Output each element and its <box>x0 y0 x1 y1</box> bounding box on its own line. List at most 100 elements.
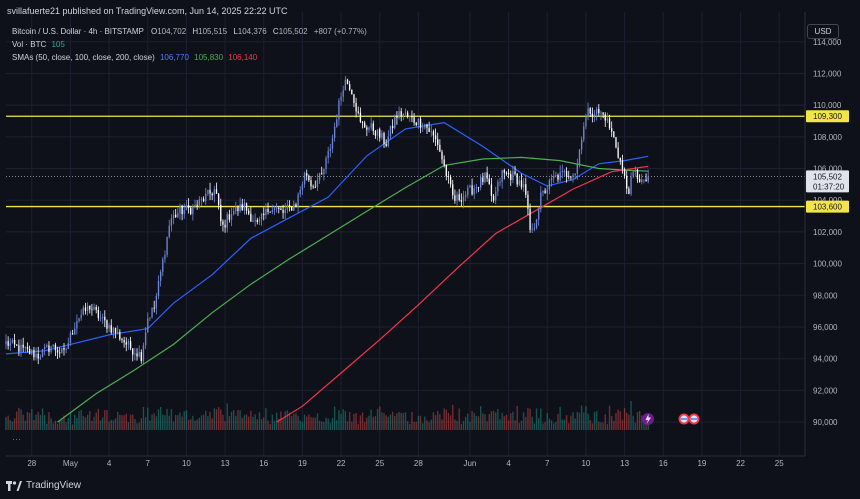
candle-body <box>69 332 72 344</box>
volume-bar <box>428 422 430 430</box>
volume-bar <box>101 417 104 430</box>
price-axis[interactable]: 90,000 92,000 94,000 96,000 98,000 100,000 102… <box>804 0 860 499</box>
event-markers[interactable] <box>642 413 700 425</box>
candle-body <box>194 204 196 207</box>
x-tick-label: Jun <box>463 459 476 468</box>
candle-body <box>480 177 482 188</box>
candle-body <box>398 111 400 118</box>
candle-body <box>447 176 450 178</box>
volume-bar <box>499 419 501 430</box>
volume-bar <box>333 406 336 430</box>
volume-bar <box>417 415 420 430</box>
candle-body <box>557 174 559 180</box>
economic-event-icon-2-stripe <box>690 418 698 420</box>
volume-bar <box>381 412 383 430</box>
volume-bar <box>224 421 226 430</box>
candle-body <box>170 218 173 226</box>
volume-bar <box>282 418 284 430</box>
candle-body <box>372 123 374 131</box>
candle-body <box>606 118 609 121</box>
candle-body <box>611 128 613 132</box>
volume-bar <box>525 416 527 430</box>
candle-body <box>353 94 355 104</box>
candle-body <box>18 345 20 352</box>
volume-bar <box>598 421 600 430</box>
volume-bar <box>628 414 630 430</box>
countdown-label: 01:37:20 <box>813 182 845 191</box>
candle-body <box>308 175 310 181</box>
volume-bar <box>563 419 566 430</box>
candle-body <box>323 168 325 175</box>
volume-bar <box>488 414 490 430</box>
candle-body <box>95 307 97 310</box>
y-tick-label: 110,000 <box>813 101 842 110</box>
candle-body <box>86 305 89 311</box>
volume-bar <box>617 409 619 430</box>
candle-body <box>147 318 149 333</box>
volume-bar <box>35 414 37 430</box>
candle-body <box>426 124 428 128</box>
volume-bar <box>454 419 456 430</box>
volume-bar <box>303 414 306 430</box>
volume-bar <box>175 415 177 430</box>
volume-bar <box>613 421 615 430</box>
y-tick-label: 92,000 <box>813 386 838 395</box>
volume-bar <box>226 403 228 430</box>
candle-body <box>641 179 643 183</box>
x-tick-label: 13 <box>620 459 629 468</box>
candle-body <box>634 169 636 172</box>
candle-body <box>441 151 443 160</box>
candle-body <box>293 204 295 211</box>
volume-bar <box>394 416 396 430</box>
currency-button[interactable]: USD <box>807 24 839 39</box>
candle-body <box>585 117 587 127</box>
candle-body <box>303 173 306 185</box>
volume-bar <box>477 416 480 430</box>
candle-body <box>617 147 619 158</box>
candle-body <box>600 112 602 114</box>
candle-body <box>243 203 246 211</box>
volume-bar <box>80 410 82 430</box>
sma-label: SMAs (50, close, 100, close, 200, close) <box>12 53 155 62</box>
candle-body <box>406 112 409 117</box>
candle-body <box>527 194 529 209</box>
volume-bar <box>69 412 72 430</box>
volume-bar <box>402 413 405 430</box>
candle-body <box>177 213 179 218</box>
candle-body <box>432 131 435 136</box>
candle-body <box>516 173 518 185</box>
candle-body <box>138 352 140 357</box>
volume-bar <box>117 411 119 430</box>
y-tick-label: 100,000 <box>813 260 842 269</box>
candle-body <box>183 210 185 215</box>
volume-bar <box>561 419 563 430</box>
time-axis[interactable]: 28 May 4 7 10 13 16 19 22 25 28 Jun 4 7 10 13 16 19 22 25 ··… <box>6 434 805 468</box>
y-tick-label: 94,000 <box>813 355 838 364</box>
volume-bar <box>132 414 134 430</box>
volume-bar <box>424 416 426 430</box>
legend-sma-row[interactable]: SMAs (50, close, 100, close, 200, close)… <box>12 51 367 64</box>
legend-symbol-row[interactable]: Bitcoin / U.S. Dollar · 4h · BITSTAMP O1… <box>12 25 367 38</box>
x-tick-label: 19 <box>298 459 307 468</box>
volume-bar <box>467 413 469 430</box>
low-value: 104,376 <box>237 27 267 36</box>
candle-body <box>510 174 512 181</box>
legend-volume-row[interactable]: Vol · BTC 105 <box>12 38 367 51</box>
volume-bar <box>123 415 125 430</box>
volume-bar <box>76 418 78 430</box>
volume-bar <box>439 414 441 430</box>
candle-body <box>387 136 389 146</box>
candle-body <box>162 259 164 272</box>
footer-brand[interactable]: TradingView <box>6 480 81 491</box>
candle-body <box>342 90 344 97</box>
volume-bar <box>104 410 106 430</box>
candle-body <box>568 176 570 178</box>
candle-body <box>89 305 91 310</box>
sma-line-100 <box>57 156 649 423</box>
candle-body <box>230 214 233 220</box>
candle-body <box>580 139 583 150</box>
volume-bar <box>361 412 364 430</box>
candle-body <box>91 309 93 311</box>
volume-bar <box>202 414 205 430</box>
